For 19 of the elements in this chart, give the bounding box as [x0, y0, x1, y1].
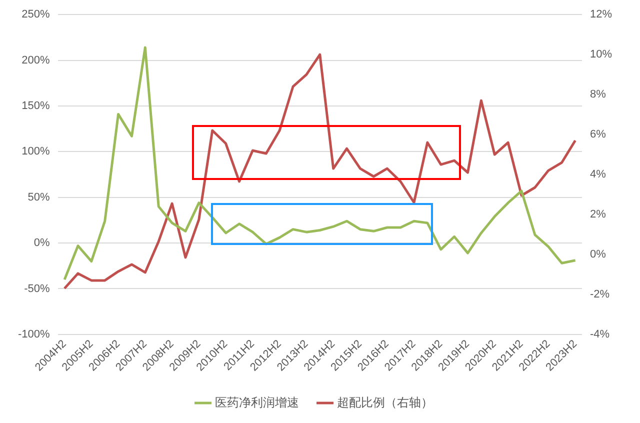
y-tick-label: 50%	[28, 191, 50, 204]
y-tick-label: 200%	[22, 54, 50, 66]
legend-label: 超配比例（右轴）	[337, 395, 433, 410]
y-tick-label: 150%	[22, 100, 50, 112]
y2-tick-label: -2%	[590, 288, 610, 300]
y-tick-label: 100%	[22, 146, 50, 158]
y-tick-label: -50%	[24, 282, 50, 295]
y2-tick-label: 12%	[590, 8, 612, 21]
y2-tick-label: 6%	[590, 128, 606, 141]
y2-tick-label: 2%	[590, 208, 606, 221]
y2-tick-label: 0%	[590, 248, 606, 260]
y2-tick-label: 8%	[590, 88, 606, 101]
y-tick-label: 250%	[22, 8, 50, 21]
y-tick-label: -100%	[18, 328, 50, 340]
y-tick-label: 0%	[34, 237, 50, 250]
y2-tick-label: 4%	[590, 168, 606, 181]
y2-tick-label: -4%	[590, 328, 610, 340]
y2-tick-label: 10%	[590, 48, 612, 61]
legend-label: 医药净利润增速	[215, 395, 299, 410]
